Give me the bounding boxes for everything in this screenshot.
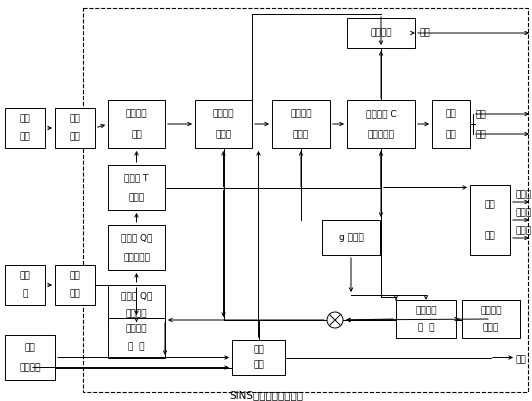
Bar: [5, 265, 45, 305]
Text: 仪: 仪: [22, 289, 28, 298]
Text: 的计算: 的计算: [293, 130, 309, 139]
Text: 计  算: 计 算: [418, 323, 434, 332]
Bar: [108, 318, 165, 358]
Text: 外部: 外部: [24, 343, 35, 352]
Text: 位置: 位置: [446, 109, 456, 118]
Text: 纬度: 纬度: [475, 130, 486, 140]
Text: 位置矩阵 C: 位置矩阵 C: [365, 109, 396, 118]
Text: SINS导航信息解算模块: SINS导航信息解算模块: [229, 390, 303, 400]
Bar: [108, 285, 165, 325]
Text: g 的计算: g 的计算: [339, 233, 363, 242]
Bar: [462, 300, 520, 338]
Bar: [396, 300, 456, 338]
Text: 误差: 误差: [70, 272, 80, 281]
Bar: [108, 225, 165, 270]
Bar: [55, 108, 95, 148]
Text: 加速: 加速: [20, 115, 30, 124]
Bar: [108, 165, 165, 210]
Text: 的即时修正: 的即时修正: [368, 130, 394, 139]
Text: 计算: 计算: [446, 130, 456, 139]
Bar: [5, 108, 45, 148]
Bar: [108, 100, 165, 148]
Text: 姿态阵 T: 姿态阵 T: [124, 173, 148, 182]
Text: 四元数 Q的: 四元数 Q的: [121, 233, 152, 242]
Text: 经度: 经度: [475, 111, 486, 119]
Text: 补偿: 补偿: [70, 289, 80, 298]
Text: 姿态: 姿态: [485, 200, 495, 209]
Text: 速度: 速度: [420, 28, 431, 38]
Text: 偏航角: 偏航角: [515, 190, 531, 200]
Text: 高度: 高度: [516, 356, 527, 365]
Text: 角速度: 角速度: [483, 323, 499, 332]
Text: 计算: 计算: [253, 361, 264, 370]
Text: 最佳归一化: 最佳归一化: [123, 253, 150, 262]
Bar: [322, 220, 380, 255]
Text: 的计算: 的计算: [128, 193, 145, 202]
Bar: [195, 100, 252, 148]
Text: 计  算: 计 算: [128, 342, 145, 351]
Text: 四元数 Q的: 四元数 Q的: [121, 292, 152, 301]
Bar: [83, 8, 528, 392]
Bar: [470, 185, 510, 255]
Text: 高度: 高度: [253, 345, 264, 354]
Text: 姿态速率: 姿态速率: [126, 325, 147, 334]
Text: 地球速率: 地球速率: [415, 306, 437, 315]
Text: 高度信息: 高度信息: [19, 363, 41, 372]
Text: 滚动角: 滚动角: [515, 227, 531, 235]
Text: 误差: 误差: [70, 115, 80, 124]
Text: 度计: 度计: [20, 132, 30, 141]
Text: 俯仰角: 俯仰角: [515, 209, 531, 217]
Bar: [272, 100, 330, 148]
Text: 计算: 计算: [485, 231, 495, 240]
Bar: [5, 335, 55, 380]
Text: 转换: 转换: [131, 130, 142, 139]
Text: 陀螺: 陀螺: [20, 272, 30, 281]
Bar: [347, 18, 415, 48]
Circle shape: [327, 312, 343, 328]
Text: 即时修正: 即时修正: [126, 309, 147, 318]
Text: 地球自转: 地球自转: [480, 306, 502, 315]
Text: 速度计算: 速度计算: [370, 28, 392, 38]
Text: 补偿: 补偿: [70, 132, 80, 141]
Bar: [55, 265, 95, 305]
Bar: [432, 100, 470, 148]
Text: 位置速率: 位置速率: [290, 109, 312, 118]
Text: 比力坐标: 比力坐标: [126, 109, 147, 118]
Text: 时修正: 时修正: [215, 130, 231, 139]
Text: 速度的即: 速度的即: [213, 109, 234, 118]
Bar: [347, 100, 415, 148]
Bar: [232, 340, 285, 375]
